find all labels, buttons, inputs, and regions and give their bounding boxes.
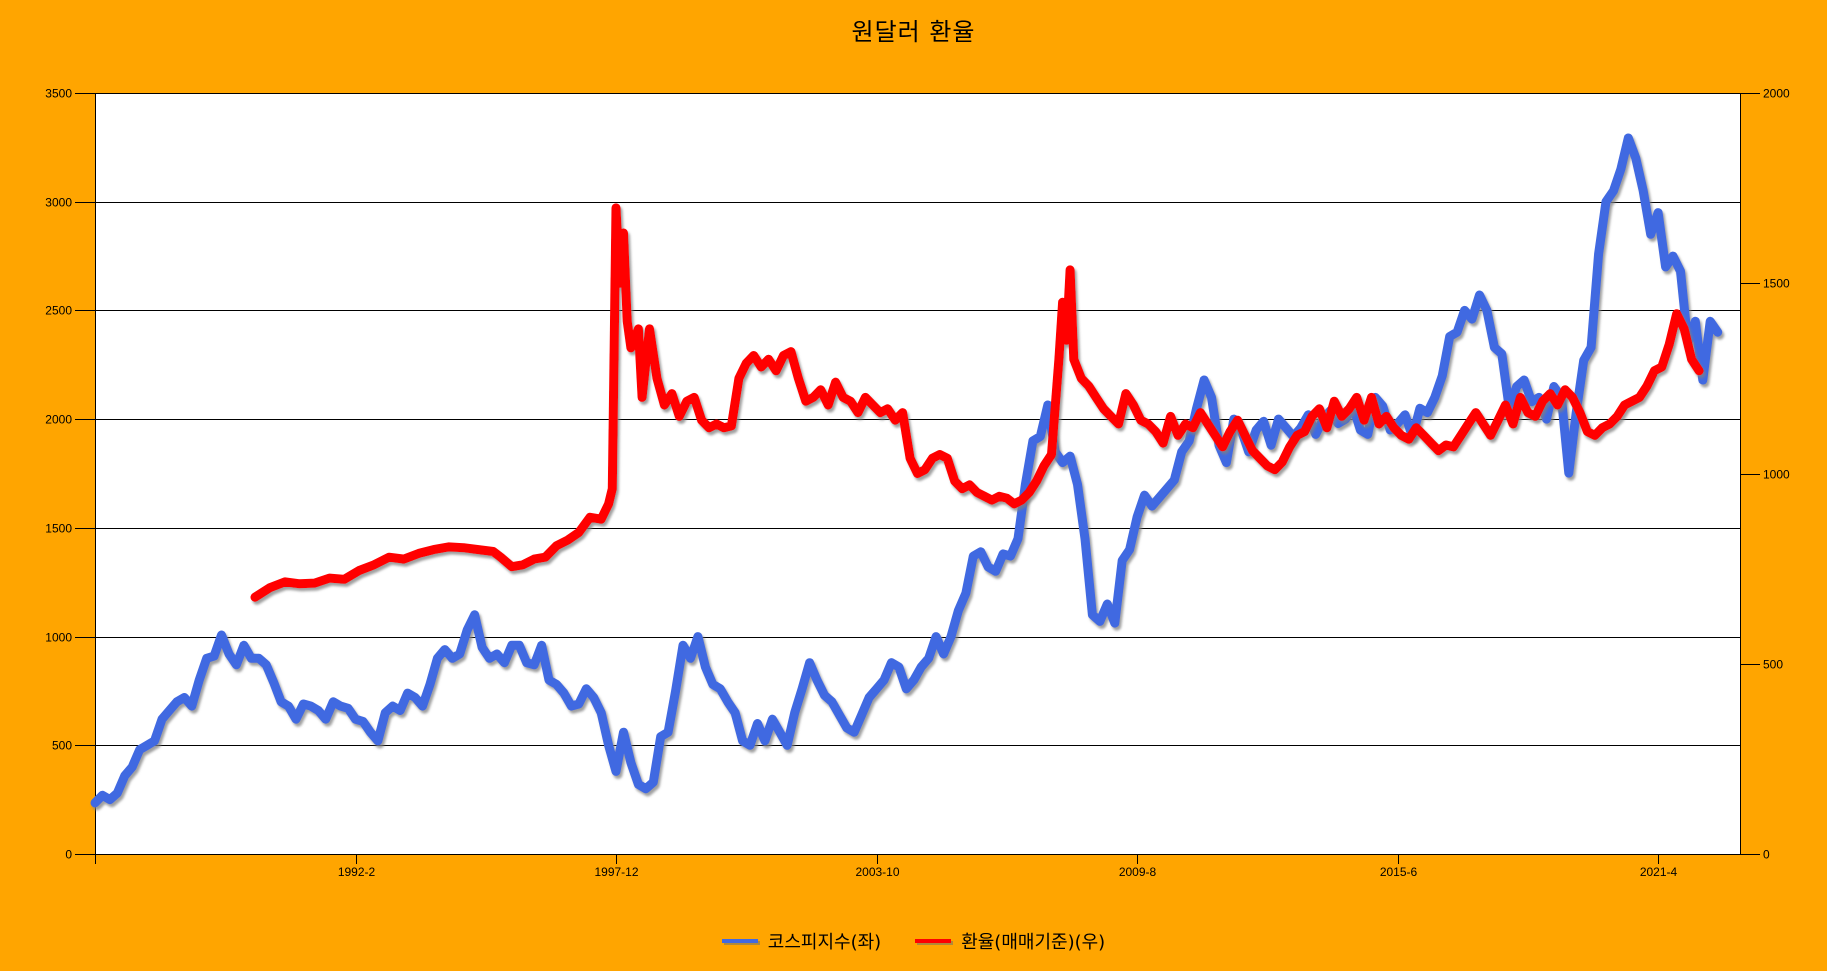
y-right-tick-label: 0 xyxy=(1763,848,1770,862)
x-tick-label: 2015-6 xyxy=(1380,865,1418,879)
series-layer xyxy=(90,133,1723,808)
legend-swatch-exchange-rate xyxy=(915,939,952,943)
y-left-tick-label: 3500 xyxy=(45,87,72,101)
axes: 0 500 1000 1500 2000 2500 3000 3500 0 500 1000 1500… xyxy=(45,87,1790,880)
y-left-tick-label: 2500 xyxy=(45,304,72,318)
y-right-tick-label: 500 xyxy=(1763,658,1783,672)
chart-title: 원달러 환율 xyxy=(851,18,976,46)
legend-label-exchange-rate: 환율(매매기준)(우) xyxy=(961,932,1106,953)
x-tick-label: 2003-10 xyxy=(855,865,899,879)
y-right-tick-label: 2000 xyxy=(1763,87,1790,101)
y-left-tick-label: 0 xyxy=(65,848,72,862)
y-left-tick-label: 500 xyxy=(52,739,72,753)
kospi-line xyxy=(90,133,1723,808)
legend-label-kospi: 코스피지수(좌) xyxy=(767,932,882,953)
y-left-tick-label: 1000 xyxy=(45,631,72,645)
y-left-tick-label: 3000 xyxy=(45,196,72,210)
x-tick-label: 1992-2 xyxy=(338,865,376,879)
y-right-tick-label: 1000 xyxy=(1763,468,1790,482)
y-left-tick-label: 2000 xyxy=(45,413,72,427)
legend-item-kospi[interactable]: 코스피지수(좌) xyxy=(721,928,882,954)
exchange-rate-line xyxy=(250,203,1704,602)
x-tick-label: 2009-8 xyxy=(1119,865,1157,879)
legend: 코스피지수(좌) 환율(매매기준)(우) xyxy=(0,928,1827,954)
x-tick-label: 1997-12 xyxy=(594,865,638,879)
x-tick-label: 2021-4 xyxy=(1640,865,1678,879)
y-right-tick-label: 1500 xyxy=(1763,277,1790,291)
gridlines xyxy=(95,93,1740,855)
legend-item-exchange-rate[interactable]: 환율(매매기준)(우) xyxy=(915,928,1105,954)
legend-swatch-kospi xyxy=(721,939,758,943)
y-left-tick-label: 1500 xyxy=(45,522,72,536)
